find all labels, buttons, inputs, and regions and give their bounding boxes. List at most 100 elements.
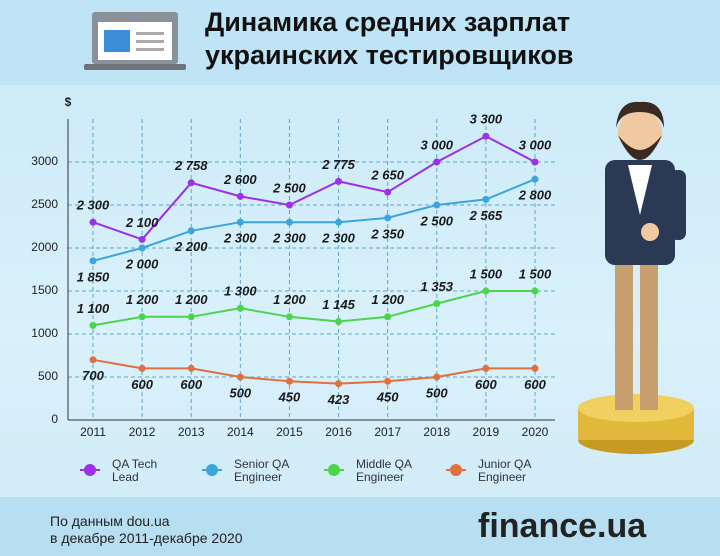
y-tick-label: 0 [51, 412, 58, 426]
point [285, 218, 293, 226]
y-tick-label: 3000 [31, 154, 58, 168]
series-line [92, 135, 536, 241]
value-label: 2 500 [272, 180, 306, 195]
illustration [578, 101, 694, 454]
value-label: 450 [376, 390, 399, 405]
laptop-icon [84, 12, 186, 70]
series-line [92, 290, 535, 327]
source: По данным dou.ua [50, 513, 170, 529]
value-label: 2 000 [125, 256, 159, 271]
legend-label: QA Tech Lead [112, 457, 158, 484]
point [187, 313, 195, 321]
point [384, 377, 392, 385]
x-tick-label: 2011 [80, 425, 106, 439]
value-label: 2 565 [469, 208, 503, 223]
value-label: 2 650 [370, 168, 404, 183]
point [531, 287, 539, 295]
point [89, 356, 97, 364]
value-label: 2 300 [76, 198, 110, 213]
y-tick-label: 2500 [31, 197, 58, 211]
value-label: 2 600 [223, 172, 257, 187]
point [531, 175, 539, 183]
point [236, 373, 244, 381]
point [187, 227, 195, 235]
point [335, 177, 343, 185]
y-tick-label: 1500 [31, 283, 58, 297]
legend-label: Junior QA Engineer [478, 457, 531, 484]
value-label: 2 300 [272, 231, 306, 246]
value-label: 1 850 [77, 269, 110, 284]
value-label: 1 100 [77, 301, 110, 316]
value-label: 2 200 [174, 239, 208, 254]
value-label: 1 200 [175, 292, 208, 307]
source: в декабре 2011-декабре 2020 [50, 530, 243, 546]
value-label: 700 [82, 368, 104, 383]
point [482, 195, 490, 203]
value-label: 1 200 [273, 292, 306, 307]
point [531, 158, 539, 166]
value-label: 2 300 [223, 231, 257, 246]
footer-band [0, 497, 720, 556]
point [285, 377, 293, 385]
value-label: 423 [327, 392, 350, 407]
logo: finance.ua [478, 507, 647, 545]
value-label: 2 300 [321, 231, 355, 246]
legend-label: Senior QA Engineer [234, 457, 289, 484]
point [138, 364, 146, 372]
value-label: 1 145 [322, 297, 355, 312]
value-label: 3 300 [470, 112, 503, 127]
value-label: 1 500 [470, 266, 503, 281]
point [384, 313, 392, 321]
y-tick-label: 500 [38, 369, 58, 383]
x-tick-label: 2018 [423, 425, 450, 439]
point [335, 380, 343, 388]
value-label: 2 500 [420, 213, 454, 228]
value-label: 600 [131, 377, 153, 392]
value-label: 500 [229, 385, 251, 400]
point [89, 218, 97, 226]
point [433, 373, 441, 381]
x-tick-label: 2016 [325, 425, 352, 439]
value-label: 600 [475, 377, 497, 392]
point [384, 188, 392, 196]
value-label: 500 [426, 385, 448, 400]
point [335, 218, 343, 226]
value-label: 450 [278, 390, 301, 405]
value-label: 2 758 [174, 158, 208, 173]
point [236, 304, 244, 312]
series-line [92, 178, 536, 262]
value-label: 1 300 [224, 284, 257, 299]
point [138, 313, 146, 321]
x-tick-label: 2017 [374, 425, 401, 439]
y-tick-label: 2000 [31, 240, 58, 254]
value-label: 3 000 [421, 137, 454, 152]
point [89, 257, 97, 265]
x-tick-label: 2014 [227, 425, 254, 439]
point [531, 364, 539, 372]
point [89, 321, 97, 329]
value-label: 600 [524, 377, 546, 392]
value-label: 1 200 [371, 292, 404, 307]
point [482, 132, 490, 140]
y-tick-label: 1000 [31, 326, 58, 340]
x-tick-label: 2013 [178, 425, 205, 439]
chart-title: Динамика средних зарплат украинских тест… [205, 7, 574, 70]
y-axis-label: $ [65, 95, 72, 109]
point [138, 235, 146, 243]
point [236, 218, 244, 226]
point [236, 192, 244, 200]
point [138, 244, 146, 252]
value-label: 1 353 [421, 279, 454, 294]
value-label: 600 [180, 377, 202, 392]
point [187, 364, 195, 372]
point [285, 313, 293, 321]
x-tick-label: 2019 [473, 425, 500, 439]
point [482, 364, 490, 372]
value-label: 1 200 [126, 292, 159, 307]
point [433, 201, 441, 209]
point [285, 201, 293, 209]
x-tick-label: 2015 [276, 425, 303, 439]
point [335, 318, 343, 326]
